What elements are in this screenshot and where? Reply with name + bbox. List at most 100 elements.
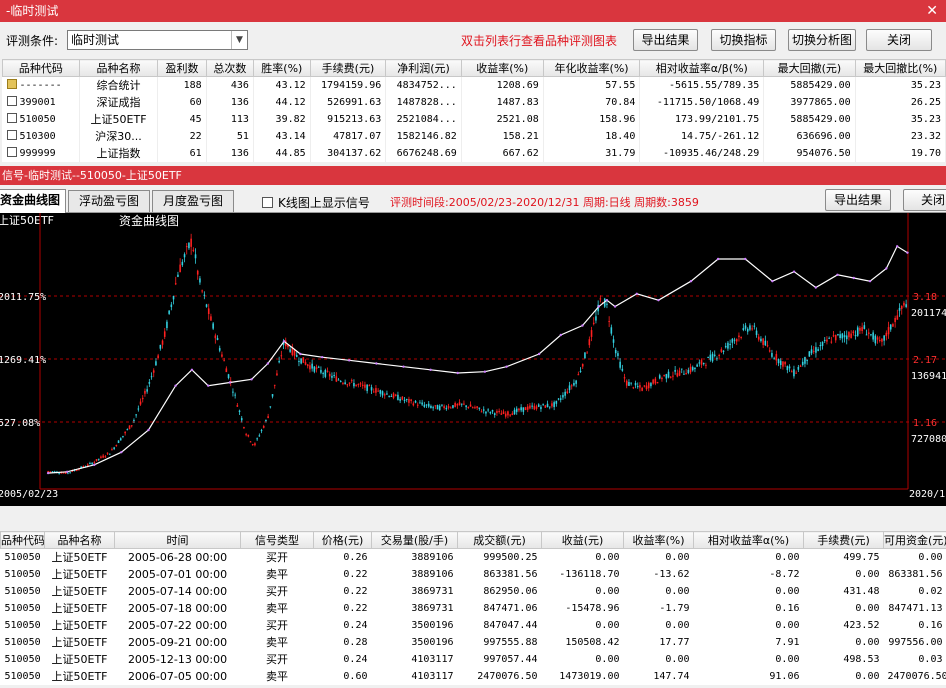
col-header[interactable]: 成交额(元): [457, 531, 542, 549]
detail-cell-type: 卖平: [266, 568, 288, 581]
col-header[interactable]: 总次数: [205, 59, 254, 77]
detail-row[interactable]: 510050 上证50ETF 2005-06-28 00:00 买开 0.26 38891…: [1, 549, 946, 566]
detail-cell-fee: 498.53: [843, 653, 880, 665]
chevron-down-icon[interactable]: ▼: [231, 31, 247, 49]
col-header[interactable]: 收益率(%): [623, 531, 694, 549]
candle: [91, 462, 93, 465]
candle: [504, 411, 507, 419]
col-header[interactable]: 时间: [114, 531, 241, 549]
candle: [379, 389, 382, 397]
candle: [771, 349, 773, 359]
row-checkbox[interactable]: [6, 113, 17, 123]
detail-cell-price: 0.22: [343, 568, 368, 580]
detail-row[interactable]: 510050 上证50ETF 2006-07-05 00:00 卖平 0.60 41031…: [1, 668, 946, 685]
summary-row[interactable]: 510300 沪深30... 22 51 43.14 47817.07 1582146.82…: [2, 127, 946, 145]
detail-row[interactable]: 510050 上证50ETF 2005-07-18 00:00 卖平 0.22 38697…: [1, 600, 946, 617]
candle: [240, 416, 243, 423]
summary-row[interactable]: ------- 综合统计 188 436 43.12 1794159.96 4834752.…: [2, 76, 946, 94]
candle-body: [698, 362, 701, 364]
tab-floating-pnl[interactable]: 浮动盈亏图: [68, 190, 150, 212]
chart-tabbar: 资金曲线图 浮动盈亏图 月度盈亏图 K线图上显示信号 评测时间段:2005/02…: [0, 186, 946, 213]
switch-chart-button[interactable]: 切换分析图: [788, 29, 856, 51]
window-close-icon[interactable]: ✕: [926, 3, 938, 19]
tab-equity-curve[interactable]: 资金曲线图: [0, 189, 66, 213]
detail-row[interactable]: 510050 上证50ETF 2005-07-22 00:00 买开 0.24 35001…: [1, 617, 946, 634]
equity-point: [635, 292, 638, 296]
subwindow-export-button[interactable]: 导出结果: [825, 189, 891, 211]
candle-body: [47, 471, 49, 473]
col-header[interactable]: 手续费(元): [309, 59, 387, 77]
col-header[interactable]: 收益率(%): [460, 59, 544, 77]
detail-cell-code: 510050: [4, 602, 41, 614]
candle: [311, 359, 313, 372]
candle-body: [713, 354, 716, 356]
candle-body: [636, 386, 639, 388]
condition-select[interactable]: 临时测试 ▼: [67, 30, 248, 50]
summary-row[interactable]: 999999 上证指数 61 136 44.85 304137.62 6676248.69 6…: [2, 144, 946, 162]
switch-indicator-button[interactable]: 切换指标: [711, 29, 776, 51]
equity-point: [613, 305, 617, 308]
col-header[interactable]: 可用资金(元): [883, 531, 946, 549]
close-button[interactable]: 关闭: [866, 29, 932, 51]
col-header[interactable]: 净利润(元): [385, 59, 462, 77]
candle-body: [727, 342, 729, 349]
col-header[interactable]: 品种名称: [44, 531, 115, 549]
col-header[interactable]: 手续费(元): [803, 531, 884, 549]
col-header[interactable]: 年化收益率(%): [542, 59, 641, 77]
col-header[interactable]: 品种代码: [0, 531, 45, 549]
detail-cell-cash: 863381.56: [888, 568, 943, 580]
candle-body: [689, 366, 692, 373]
col-header[interactable]: 相对收益率α(%): [693, 531, 804, 549]
candle-body: [449, 407, 452, 409]
checkbox-box[interactable]: [262, 197, 273, 208]
subwindow-close-button[interactable]: 关闭: [903, 189, 946, 211]
candle: [188, 242, 190, 250]
col-header[interactable]: 最大回撤比(%): [854, 59, 946, 77]
candle-body: [540, 406, 542, 410]
col-header[interactable]: 信号类型: [240, 531, 314, 549]
col-header[interactable]: 收益(元): [541, 531, 624, 549]
detail-row[interactable]: 510050 上证50ETF 2005-07-14 00:00 买开 0.22 38697…: [1, 583, 946, 600]
detail-row[interactable]: 510050 上证50ETF 2005-09-21 00:00 卖平 0.28 35001…: [1, 634, 946, 651]
show-signal-checkbox[interactable]: K线图上显示信号: [262, 194, 370, 211]
row-checkbox[interactable]: [6, 130, 17, 140]
candle-body: [364, 384, 366, 388]
col-header[interactable]: 胜率(%): [252, 59, 311, 77]
candle-body: [463, 403, 465, 405]
candle: [339, 379, 342, 383]
detail-row[interactable]: 510050 上证50ETF 2005-07-01 00:00 卖平 0.22 38891…: [1, 566, 946, 583]
detail-cell-price: 0.26: [343, 551, 368, 563]
folder-icon[interactable]: [6, 79, 17, 90]
candle: [463, 400, 465, 406]
col-header[interactable]: 价格(元): [313, 531, 372, 549]
col-header[interactable]: 相对收益率α/β(%): [639, 59, 765, 77]
candle: [592, 317, 595, 326]
candle: [482, 406, 485, 414]
export-results-button[interactable]: 导出结果: [633, 29, 698, 51]
tab-monthly-pnl[interactable]: 月度盈亏图: [152, 190, 234, 212]
col-header[interactable]: 品种代码: [2, 59, 80, 77]
candle: [562, 392, 564, 400]
summary-code-text: 510300: [19, 131, 56, 142]
summary-row[interactable]: 399001 深证成指 60 136 44.12 526991.63 1487828... 1…: [2, 93, 946, 111]
candle-body: [454, 402, 456, 407]
col-header[interactable]: 交易量(股/手): [371, 531, 458, 549]
candle-body: [192, 249, 195, 251]
summary-row[interactable]: 510050 上证50ETF 45 113 39.82 915213.63 2521084.…: [2, 110, 946, 128]
candle-body: [397, 394, 399, 401]
row-checkbox[interactable]: [6, 96, 17, 106]
col-header[interactable]: 最大回撤(元): [763, 59, 856, 77]
candle-body: [249, 441, 252, 443]
candle-body: [309, 365, 311, 370]
equity-point: [456, 371, 459, 375]
candle-body: [133, 419, 135, 421]
candle: [214, 333, 217, 344]
candle: [764, 335, 767, 346]
col-header[interactable]: 品种名称: [78, 59, 159, 77]
row-checkbox[interactable]: [6, 147, 17, 157]
candle: [878, 336, 881, 343]
candle-body: [372, 391, 375, 393]
col-header[interactable]: 盈利数: [157, 59, 207, 77]
detail-row[interactable]: 510050 上证50ETF 2005-12-13 00:00 买开 0.24 41031…: [1, 651, 946, 668]
candle: [183, 252, 186, 263]
